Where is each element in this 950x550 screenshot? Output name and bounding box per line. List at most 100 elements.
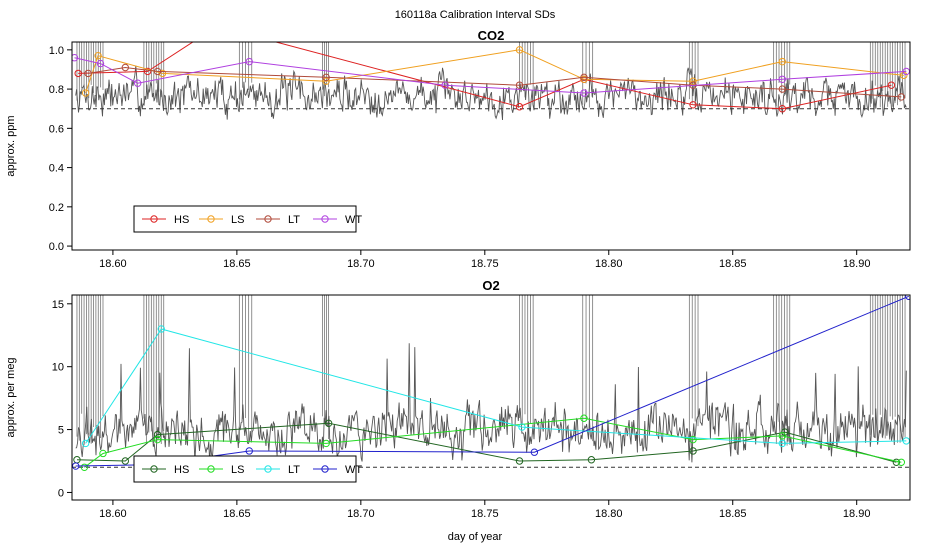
data-point-wt [530,448,539,456]
data-point-ls [81,89,90,97]
data-point-ls [322,439,330,448]
figure-title: 160118a Calibration Interval SDs [395,9,556,21]
legend-label: HS [174,214,189,226]
panel-title: O2 [482,278,499,293]
data-point-hs [778,105,787,113]
y-tick-label: 0.8 [49,84,64,96]
legend-marker [321,215,329,223]
data-point-wt [580,89,588,97]
data-point-lt [897,93,906,101]
legend-marker [264,465,272,473]
x-tick-label: 18.75 [471,258,499,270]
data-point-wt [905,295,910,300]
y-tick-label: 5 [58,425,64,437]
data-point-hs [515,457,524,465]
x-tick-label: 18.65 [223,508,251,520]
data-point-ls [900,71,908,80]
data-point-lt [84,69,92,78]
data-point-ls [580,75,588,83]
spike-cluster [143,42,165,105]
panel-title: CO2 [478,28,505,43]
data-point-wt [778,75,787,83]
plot-frame [71,41,911,251]
legend-label: WT [345,464,362,476]
y-tick-label: 0.2 [49,202,64,214]
legend-label: LT [288,464,300,476]
data-point-ls [322,77,330,85]
legend-label: WT [345,214,362,226]
series-line-ls [84,417,902,468]
legend-label: LS [231,214,244,226]
legend-marker [264,215,272,223]
data-point-lt [121,63,130,72]
data-point-lt [322,73,330,82]
legend-marker [207,215,215,223]
spike-cluster [238,42,253,100]
data-point-ls [153,435,162,444]
sd-trace-line [75,65,907,121]
series-lt [81,325,910,448]
data-point-ls [778,57,787,66]
y-axis-label: approx. per meg [5,357,17,437]
y-tick-label: 0.4 [49,163,64,175]
data-point-ls [778,432,787,440]
data-point-ls [897,458,906,466]
series-line-lt [85,328,907,444]
co2-panel: 18.60 18.65 18.70 18.75 18.80 18.85 18.90 0.0 0.… [5,23,911,270]
data-point-ls [515,46,524,54]
data-point-hs [214,23,220,29]
data-point-ls [80,463,89,472]
series-lt [84,63,906,101]
series-line-ls [85,49,904,94]
data-point-lt [153,67,162,76]
y-tick-label: 0.0 [49,241,64,253]
legend-marker [207,465,215,473]
data-point-ls [158,69,167,78]
x-tick-label: 18.80 [595,508,623,520]
data-point-lt [81,439,90,448]
data-point-wt [96,59,105,68]
data-point-hs [143,67,152,76]
x-tick-label: 18.70 [347,258,375,270]
legend-marker [150,465,158,473]
spike-cluster [322,295,330,440]
x-tick-label: 18.80 [595,258,623,270]
data-point-wt [245,57,253,66]
spike-cluster [773,42,791,106]
data-point-ls [689,435,697,444]
data-point-wt [72,53,79,62]
x-tick-label: 18.90 [843,508,871,520]
series-line-lt [88,66,902,98]
data-point-hs [74,69,82,78]
data-point-hs [324,419,333,427]
spike-cluster [143,295,165,445]
legend-label: HS [174,464,189,476]
legend-label: LS [231,464,244,476]
x-tick-label: 18.75 [471,508,499,520]
data-point-lt [518,423,526,431]
data-point-hs [121,457,130,465]
series-line-wt [75,295,909,467]
spike-cluster [688,295,699,442]
data-point-ls [689,77,697,85]
data-point-ls [94,52,102,60]
x-tick-label: 18.60 [99,508,127,520]
data-point-hs [515,103,524,111]
legend-marker [150,215,158,223]
x-tick-label: 18.65 [223,258,251,270]
data-point-hs [887,81,896,89]
data-point-hs [689,447,697,455]
x-tick-label: 18.70 [347,508,375,520]
data-point-wt [441,81,449,89]
x-tick-label: 18.60 [99,258,127,270]
data-point-ls [99,449,107,458]
y-tick-label: 1.0 [49,45,64,57]
data-point-hs [587,456,596,464]
spike-cluster [76,295,104,444]
x-tick-label: 18.85 [719,508,747,520]
plot-area [72,295,910,472]
data-point-wt [902,67,910,76]
data-point-ls [580,414,588,422]
data-point-lt [580,73,588,82]
